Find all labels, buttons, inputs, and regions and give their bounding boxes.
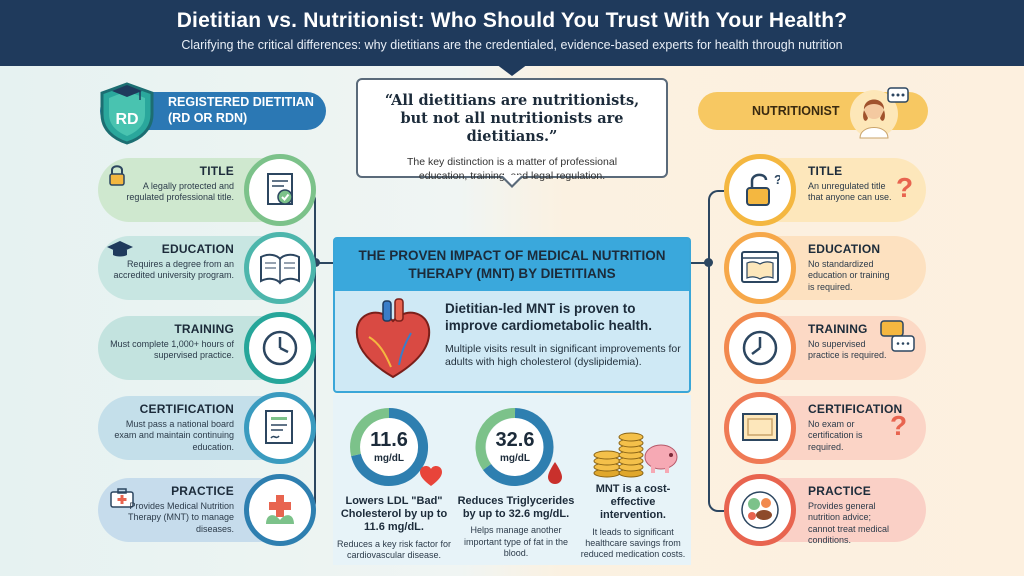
nutritionist-banner-title: NUTRITIONIST — [752, 104, 840, 118]
nutritionist-avatar-icon — [850, 87, 909, 139]
ldl-ring-gauge — [350, 408, 429, 486]
page-subtitle: Clarifying the critical differences: why… — [181, 38, 843, 52]
nut-to-mnt-connector — [691, 262, 709, 264]
quote-tail-inner — [502, 175, 522, 185]
stats-section: 11.6 mg/dL Lowers LDL "Bad" Cholesterol … — [333, 395, 691, 565]
nut-item-title: ? TITLE An unregulated title that anyone… — [712, 154, 926, 226]
certificate-icon — [244, 392, 316, 464]
heart-icon — [420, 466, 442, 486]
open-padlock-icon: ? — [724, 154, 796, 226]
quote-line-2: but not all nutritionists are dietitians… — [400, 110, 624, 146]
cost-headline: MNT is a cost-effective intervention. — [595, 483, 671, 522]
nut-item-education: EDUCATION No standardized education or t… — [712, 232, 926, 304]
nut-connector — [708, 190, 724, 512]
cost-detail: It leads to significant healthcare savin… — [580, 526, 686, 560]
rd-title-desc: A legally protected and regulated profes… — [126, 181, 234, 203]
nut-item-training: TRAINING No supervised practice is requi… — [712, 312, 926, 384]
mnt-heading: THE PROVEN IMPACT OF MEDICAL NUTRITION T… — [335, 239, 689, 291]
certificate-seal-icon — [244, 154, 316, 226]
question-mark-icon: ? — [896, 172, 914, 203]
rd-education-desc: Requires a degree from an accredited uni… — [113, 259, 234, 281]
ldl-headline: Lowers LDL "Bad" Cholesterol by up to 11… — [340, 495, 448, 534]
first-aid-kit-icon — [110, 488, 134, 508]
clock-icon — [724, 312, 796, 384]
rd-practice-desc: Provides Medical Nutrition Therapy (MNT)… — [127, 501, 234, 534]
rd-banner-title: REGISTERED DIETITIAN — [168, 95, 314, 110]
nut-certification-desc: No exam or certification is required. — [808, 419, 863, 452]
svg-text:?: ? — [774, 172, 780, 187]
rd-title-heading: TITLE — [199, 164, 234, 178]
food-plate-icon — [724, 474, 796, 546]
rd-shield-icon: RD — [100, 82, 154, 145]
clock-icon — [244, 312, 316, 384]
rd-certification-heading: CERTIFICATION — [139, 402, 234, 416]
medical-leaf-icon — [244, 474, 316, 546]
nut-education-desc: No standardized education or training is… — [808, 259, 890, 292]
rd-training-heading: TRAINING — [174, 322, 234, 336]
rd-item-education: EDUCATION Requires a degree from an accr… — [98, 232, 316, 304]
mnt-panel: THE PROVEN IMPACT OF MEDICAL NUTRITION T… — [333, 237, 691, 393]
nut-title-desc: An unregulated title that anyone can use… — [808, 181, 892, 203]
header-notch — [496, 64, 528, 76]
quote-line-1: “All dietitians are nutritionists, — [384, 92, 640, 109]
rd-training-desc: Must complete 1,000+ hours of supervised… — [110, 339, 234, 361]
nut-education-heading: EDUCATION — [808, 242, 881, 256]
blood-drop-icon — [548, 462, 562, 484]
nut-practice-desc: Provides general nutrition advice; canno… — [808, 501, 890, 545]
nut-item-practice: PRACTICE Provides general nutrition advi… — [712, 474, 926, 546]
mnt-claim: Dietitian-led MNT is proven to improve c… — [445, 301, 653, 333]
rd-to-mnt-connector — [314, 262, 334, 264]
ldl-value: 11.6 — [370, 429, 408, 451]
rd-item-certification: CERTIFICATION Must pass a national board… — [98, 392, 316, 464]
chat-bubbles-icon — [880, 320, 915, 352]
rd-practice-heading: PRACTICE — [171, 484, 234, 498]
browser-book-icon — [724, 232, 796, 304]
anatomical-heart-icon — [355, 298, 431, 379]
nut-practice-heading: PRACTICE — [808, 484, 871, 498]
quote-box: “All dietitians are nutritionists, but n… — [356, 78, 668, 182]
padlock-icon — [109, 165, 125, 186]
triglycerides-headline: Reduces Triglycerides by up to 32.6 mg/d… — [457, 495, 575, 521]
question-mark-icon: ? — [890, 410, 908, 441]
rd-banner-subtitle: (RD OR RDN) — [168, 111, 248, 125]
rd-item-practice: PRACTICE Provides Medical Nutrition Ther… — [98, 474, 316, 546]
rd-badge-text: RD — [115, 111, 138, 128]
quote-sub-1: The key distinction is a matter of profe… — [406, 156, 618, 169]
triglycerides-value: 32.6 — [495, 429, 535, 451]
ldl-detail: Reduces a key risk factor for cardiovasc… — [336, 538, 452, 560]
mnt-detail: Multiple visits result in significant im… — [445, 343, 681, 369]
rd-item-title: TITLE A legally protected and regulated … — [98, 154, 316, 226]
triglycerides-unit: mg/dL — [500, 453, 530, 464]
nut-title-heading: TITLE — [808, 164, 843, 178]
triglycerides-ring-gauge — [475, 407, 554, 486]
nut-certification-heading: CERTIFICATION — [808, 402, 903, 416]
nut-connector-dot — [704, 258, 713, 267]
nut-training-heading: TRAINING — [808, 322, 868, 336]
blank-certificate-icon — [724, 392, 796, 464]
rd-certification-desc: Must pass a national board exam and main… — [114, 419, 234, 452]
open-book-icon — [244, 232, 316, 304]
coins-piggy-bank-icon — [593, 432, 678, 478]
graduation-cap-icon — [107, 241, 133, 257]
rd-item-training: TRAINING Must complete 1,000+ hours of s… — [98, 312, 316, 384]
nut-item-certification: CERTIFICATION No exam or certification i… — [712, 392, 926, 464]
header-bar: Dietitian vs. Nutritionist: Who Should Y… — [0, 0, 1024, 66]
rd-education-heading: EDUCATION — [161, 242, 234, 256]
page-title: Dietitian vs. Nutritionist: Who Should Y… — [176, 9, 848, 32]
nut-training-desc: No supervised practice is required. — [808, 339, 887, 361]
triglycerides-detail: Helps manage another important type of f… — [463, 525, 569, 558]
ldl-unit: mg/dL — [374, 453, 404, 464]
